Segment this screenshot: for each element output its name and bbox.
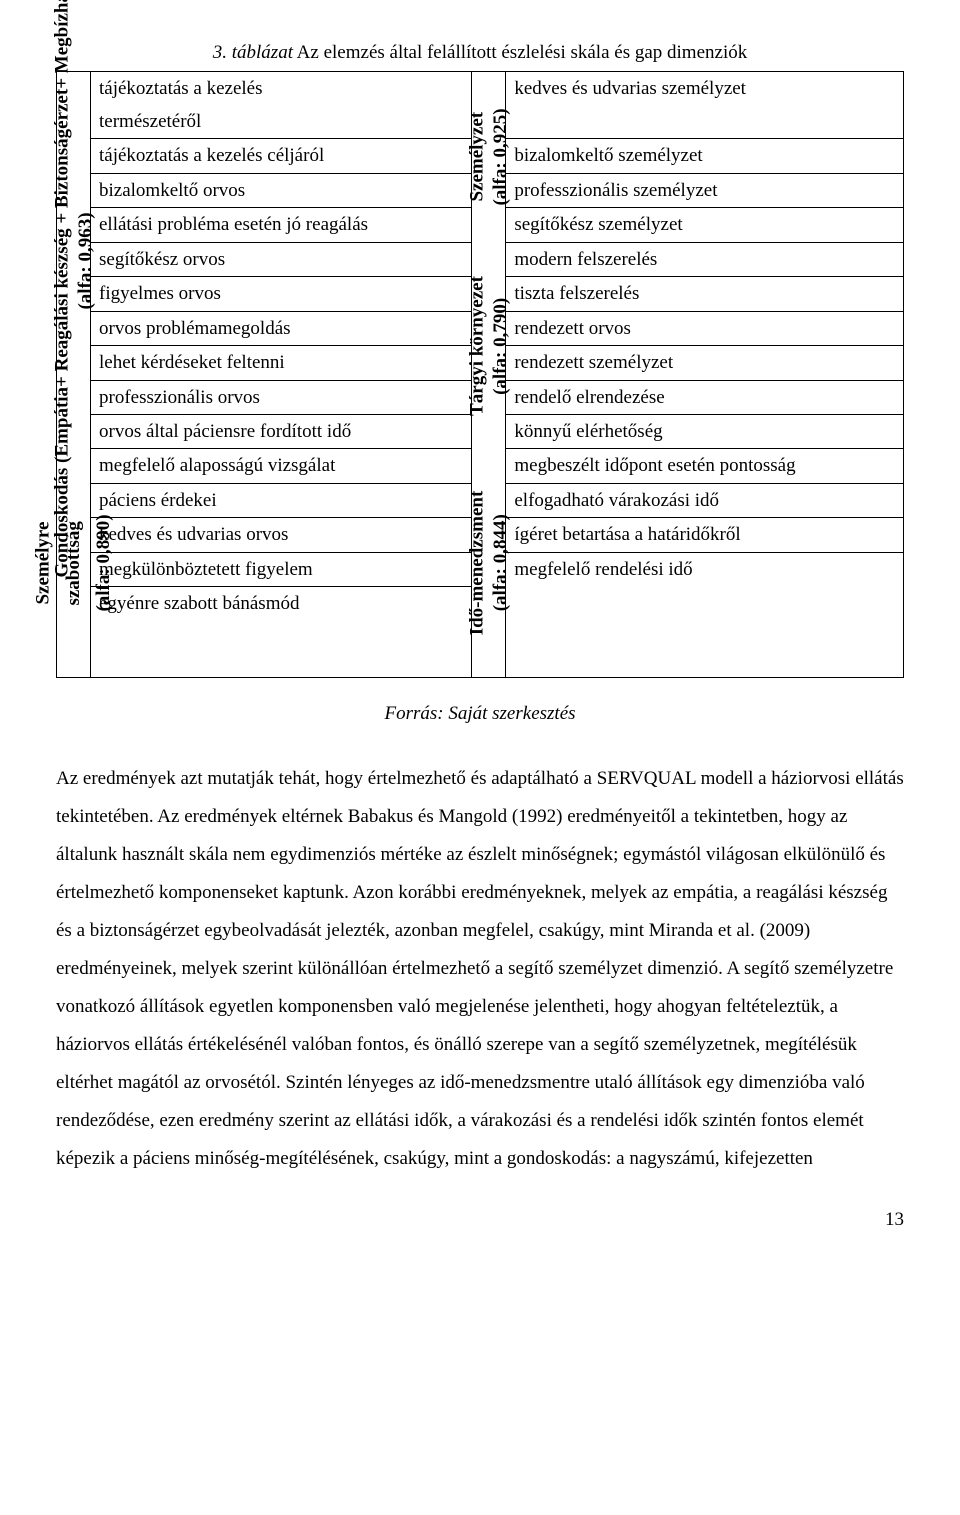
right-item: kedves és udvarias személyzet: [506, 72, 903, 105]
right-item: bizalomkeltő személyzet: [506, 139, 903, 173]
right-dim2-text: Tárgyi környezet: [466, 276, 487, 416]
right-dim1-cell: Személyzet (alfa: 0,925): [472, 71, 506, 243]
left-item: megkülönböztetett figyelem: [91, 553, 471, 587]
left-item: egyénre szabott bánásmód: [91, 587, 471, 620]
right-item: modern felszerelés: [506, 243, 903, 277]
left-dim-lower-text2: szabottság: [62, 521, 83, 605]
left-item: kedves és udvarias orvos: [91, 518, 471, 552]
left-item: bizalomkeltő orvos: [91, 174, 471, 208]
right-item: professzionális személyzet: [506, 174, 903, 208]
right-item: tiszta felszerelés: [506, 277, 903, 311]
left-item: megfelelő alaposságú vizsgálat: [91, 449, 471, 483]
right-item: ígéret betartása a határidőkről: [506, 518, 903, 552]
right-item: [506, 587, 903, 591]
right-dim3-cell: Idő-menedzsment (alfa: 0,844): [472, 449, 506, 677]
right-item: [506, 105, 903, 139]
table-source: Forrás: Saját szerkesztés: [56, 696, 904, 732]
left-dim-lower-alfa: (alfa: 0,890): [93, 514, 114, 611]
right-dim3-text: Idő-menedzsment: [466, 491, 487, 636]
right-item: rendezett orvos: [506, 312, 903, 346]
right-item: segítőkész személyzet: [506, 208, 903, 242]
left-dim-lower-label: Személyre szabottság (alfa: 0,890): [28, 514, 119, 611]
left-item: természetéről: [91, 105, 471, 139]
left-col: tájékoztatás a kezelés: [91, 71, 472, 105]
left-dim-lower-text1: Személyre: [32, 522, 53, 605]
page-number: 13: [56, 1202, 904, 1238]
left-item: tájékoztatás a kezelés: [91, 72, 471, 105]
left-dim-outer-cell: Gondoskodás (Empátia+ Reagálási készség …: [57, 71, 91, 449]
left-item: professzionális orvos: [91, 381, 471, 415]
left-dim-outer-alfa: (alfa: 0,963): [75, 212, 96, 309]
right-dim2-label: Tárgyi környezet (alfa: 0,790): [465, 276, 513, 416]
right-dim2-alfa: (alfa: 0,790): [490, 298, 511, 395]
left-item: segítőkész orvos: [91, 243, 471, 277]
right-dim1-label: Személyzet (alfa: 0,925): [465, 109, 513, 206]
left-item: lehet kérdéseket feltenni: [91, 346, 471, 380]
table-caption: 3. táblázat Az elemzés által felállított…: [56, 40, 904, 67]
left-item: figyelmes orvos: [91, 277, 471, 311]
dimension-table: Gondoskodás (Empátia+ Reagálási készség …: [56, 71, 904, 678]
left-item: orvos által páciensre fordított idő: [91, 415, 471, 449]
source-text: Forrás: Saját szerkesztés: [384, 703, 575, 724]
left-item: orvos problémamegoldás: [91, 312, 471, 346]
right-item: rendezett személyzet: [506, 346, 903, 380]
caption-number: 3. táblázat: [213, 42, 293, 63]
right-item: könnyű elérhetőség: [506, 415, 903, 449]
right-dim3-label: Idő-menedzsment (alfa: 0,844): [465, 491, 513, 636]
right-dim1-text: Személyzet: [466, 112, 487, 202]
right-item: megbeszélt időpont esetén pontosság: [506, 449, 903, 483]
body-paragraph: Az eredmények azt mutatják tehát, hogy é…: [56, 760, 904, 1178]
right-col: kedves és udvarias személyzet: [506, 71, 904, 105]
left-item: páciens érdekei: [91, 484, 471, 518]
right-dim3-alfa: (alfa: 0,844): [490, 514, 511, 611]
left-item: ellátási probléma esetén jó reagálás: [91, 208, 471, 242]
right-dim2-cell: Tárgyi környezet (alfa: 0,790): [472, 243, 506, 450]
caption-text: Az elemzés által felállított észlelési s…: [293, 42, 747, 63]
right-item: megfelelő rendelési idő: [506, 553, 903, 586]
right-item: elfogadható várakozási idő: [506, 484, 903, 518]
left-item: tájékoztatás a kezelés céljáról: [91, 139, 471, 173]
right-dim1-alfa: (alfa: 0,925): [490, 109, 511, 206]
right-item: rendelő elrendezése: [506, 381, 903, 415]
left-dim-lower-cell: Személyre szabottság (alfa: 0,890): [57, 449, 91, 677]
